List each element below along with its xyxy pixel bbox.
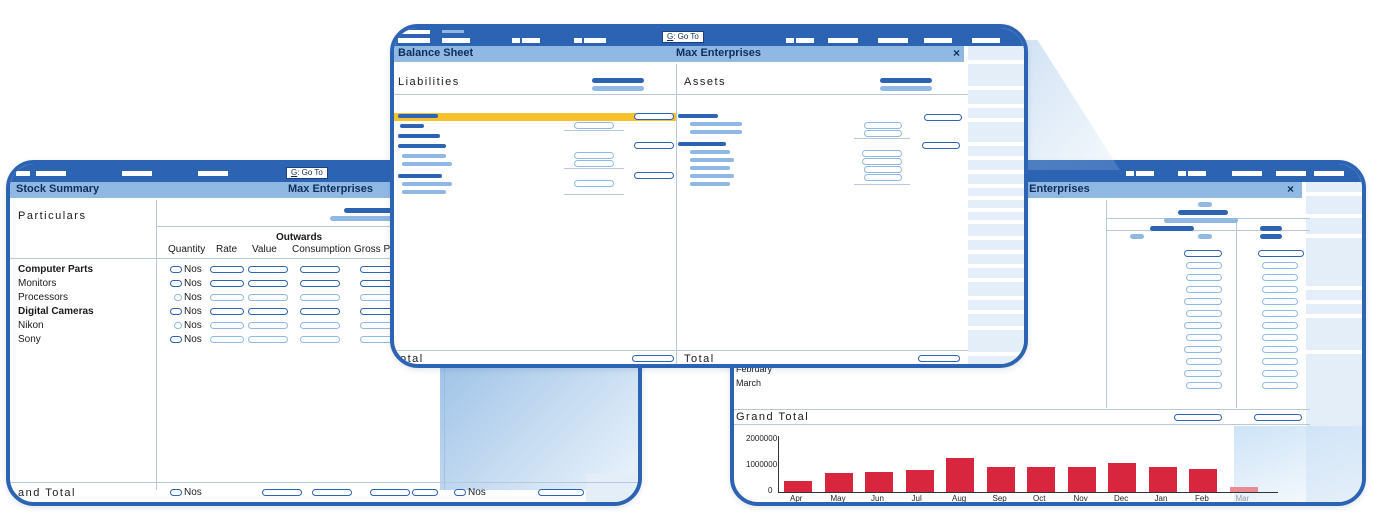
chart-bar-jul[interactable] <box>905 470 934 492</box>
menu-item[interactable] <box>1188 171 1206 176</box>
chart-bar-dec[interactable] <box>1108 462 1136 492</box>
table-row[interactable]: Digital Cameras <box>18 306 94 317</box>
company-name: Max Enterprises <box>288 183 373 195</box>
menu-item[interactable] <box>1178 171 1186 176</box>
sales-bar-chart: 2000000 1000000 0 Apr May Jun Jul Aug Sep Oct N… <box>734 426 1310 503</box>
x-tick-label: Aug <box>952 494 967 503</box>
quantity-cell: Nos <box>170 264 202 275</box>
grand-total-label: Grand Total <box>736 411 810 423</box>
top-menu-bar: G: Go To <box>394 28 1024 46</box>
table-row[interactable]: Processors <box>18 292 69 303</box>
chart-bar-oct[interactable] <box>1027 466 1055 492</box>
column-value: Value <box>252 244 277 255</box>
month-row[interactable]: February <box>736 364 773 374</box>
report-title-bar: Balance Sheet Max Enterprises × <box>394 46 964 62</box>
chart-bar-feb[interactable] <box>1189 469 1217 492</box>
column-rate: Rate <box>216 244 238 255</box>
menu-item[interactable] <box>584 38 606 43</box>
x-tick-label: Apr <box>790 494 803 503</box>
menu-item[interactable] <box>972 38 1000 43</box>
grand-total-quantity-2: Nos <box>454 487 486 498</box>
menu-item[interactable] <box>442 38 470 43</box>
y-tick-label: 1000000 <box>746 460 778 469</box>
chart-bar-sep[interactable] <box>986 466 1015 492</box>
x-tick-label: Jul <box>911 494 922 503</box>
table-row[interactable]: Nikon <box>18 320 44 331</box>
close-icon[interactable]: × <box>1286 182 1294 196</box>
x-tick-label: Oct <box>1033 494 1046 503</box>
x-tick-label: Jan <box>1154 494 1168 503</box>
table-row[interactable]: Monitors <box>18 278 57 289</box>
menu-item[interactable] <box>924 38 952 43</box>
close-icon[interactable]: × <box>952 46 960 60</box>
goto-button[interactable]: G: Go To <box>286 167 328 179</box>
liabilities-total-label: otal <box>400 353 424 365</box>
grand-total-label: and Total <box>18 487 76 499</box>
y-tick-label: 2000000 <box>746 434 778 443</box>
outwards-header: Outwards <box>276 232 323 243</box>
quantity-cell: Nos <box>174 292 202 303</box>
report-title: Stock Summary <box>16 183 100 195</box>
goto-button[interactable]: G: Go To <box>662 31 704 43</box>
table-row[interactable]: Computer Parts <box>18 264 94 275</box>
month-row[interactable]: March <box>736 378 762 388</box>
chart-bar-may[interactable] <box>824 472 853 492</box>
menu-item[interactable] <box>574 38 582 43</box>
menu-item[interactable] <box>198 171 228 176</box>
menu-item[interactable] <box>1136 171 1154 176</box>
menu-item[interactable] <box>1126 171 1134 176</box>
menu-item[interactable] <box>36 171 66 176</box>
menu-item[interactable] <box>1232 171 1262 176</box>
x-tick-label: Nov <box>1073 494 1088 503</box>
chart-bar-apr[interactable] <box>784 480 812 492</box>
menu-item[interactable] <box>1314 171 1344 176</box>
chart-bar-aug[interactable] <box>946 457 974 492</box>
column-consumption: Consumption <box>292 244 351 255</box>
company-name: k Enterprises <box>1020 183 1090 195</box>
liabilities-header: Liabilities <box>398 76 460 88</box>
menu-item[interactable] <box>512 38 520 43</box>
report-title: Balance Sheet <box>398 47 474 59</box>
particulars-header: Particulars <box>18 210 87 222</box>
x-tick-label: Feb <box>1195 494 1209 503</box>
column-gross-profit: Gross Prof <box>354 244 402 255</box>
x-tick-label: May <box>830 494 846 503</box>
chart-bar-jan[interactable] <box>1148 466 1177 492</box>
quantity-cell: Nos <box>170 306 202 317</box>
x-tick-label: Dec <box>1114 494 1129 503</box>
chart-bar-nov[interactable] <box>1067 466 1096 492</box>
quantity-cell: Nos <box>170 278 202 289</box>
column-quantity: Quantity <box>168 244 206 255</box>
menu-item[interactable] <box>828 38 858 43</box>
menu-item[interactable] <box>786 38 794 43</box>
quantity-cell: Nos <box>170 334 202 345</box>
menu-item[interactable] <box>522 38 540 43</box>
company-name: Max Enterprises <box>676 47 761 59</box>
menu-item[interactable] <box>878 38 908 43</box>
assets-total-label: Total <box>684 353 715 365</box>
menu-item[interactable] <box>398 38 430 43</box>
chart-bar-mar[interactable] <box>1229 486 1258 492</box>
y-tick-label: 0 <box>768 486 773 495</box>
selected-row-highlight[interactable] <box>394 113 676 121</box>
menu-item[interactable] <box>122 171 152 176</box>
chart-bar-jun[interactable] <box>865 471 893 492</box>
menu-item[interactable] <box>16 171 30 176</box>
menu-item[interactable] <box>1276 171 1306 176</box>
assets-header: Assets <box>684 76 727 88</box>
x-tick-label: Mar <box>1235 494 1250 503</box>
quantity-cell: Nos <box>174 320 202 331</box>
grand-total-quantity: Nos <box>170 487 202 498</box>
table-row[interactable]: Sony <box>18 334 41 345</box>
balance-sheet-window: G: Go To Balance Sheet Max Enterprises × <box>390 24 1028 368</box>
menu-item[interactable] <box>796 38 814 43</box>
button-bar <box>968 46 1024 364</box>
x-tick-label: Jun <box>871 494 884 503</box>
x-tick-label: Sep <box>992 494 1007 503</box>
